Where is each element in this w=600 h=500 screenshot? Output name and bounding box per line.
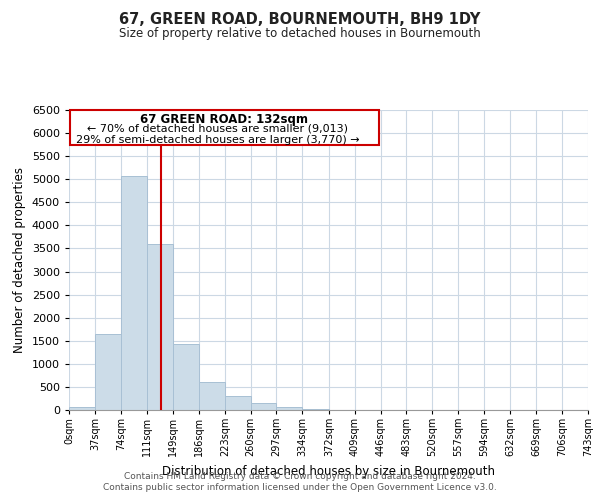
Text: Contains public sector information licensed under the Open Government Licence v3: Contains public sector information licen… bbox=[103, 484, 497, 492]
Text: ← 70% of detached houses are smaller (9,013): ← 70% of detached houses are smaller (9,… bbox=[87, 124, 348, 134]
Bar bbox=[225, 396, 251, 410]
Bar bbox=[173, 344, 199, 410]
Text: Contains HM Land Registry data © Crown copyright and database right 2024.: Contains HM Land Registry data © Crown c… bbox=[124, 472, 476, 481]
Bar bbox=[95, 334, 121, 410]
Y-axis label: Number of detached properties: Number of detached properties bbox=[13, 167, 26, 353]
Bar bbox=[146, 244, 173, 410]
Bar bbox=[251, 404, 277, 410]
Text: 29% of semi-detached houses are larger (3,770) →: 29% of semi-detached houses are larger (… bbox=[76, 136, 359, 145]
Bar bbox=[199, 382, 225, 410]
FancyBboxPatch shape bbox=[70, 110, 379, 144]
Text: 67, GREEN ROAD, BOURNEMOUTH, BH9 1DY: 67, GREEN ROAD, BOURNEMOUTH, BH9 1DY bbox=[119, 12, 481, 28]
Text: 67 GREEN ROAD: 132sqm: 67 GREEN ROAD: 132sqm bbox=[140, 113, 308, 126]
Text: Size of property relative to detached houses in Bournemouth: Size of property relative to detached ho… bbox=[119, 28, 481, 40]
Bar bbox=[69, 407, 95, 410]
Bar bbox=[277, 407, 302, 410]
Bar bbox=[121, 176, 146, 410]
X-axis label: Distribution of detached houses by size in Bournemouth: Distribution of detached houses by size … bbox=[162, 465, 495, 478]
Bar bbox=[302, 408, 329, 410]
